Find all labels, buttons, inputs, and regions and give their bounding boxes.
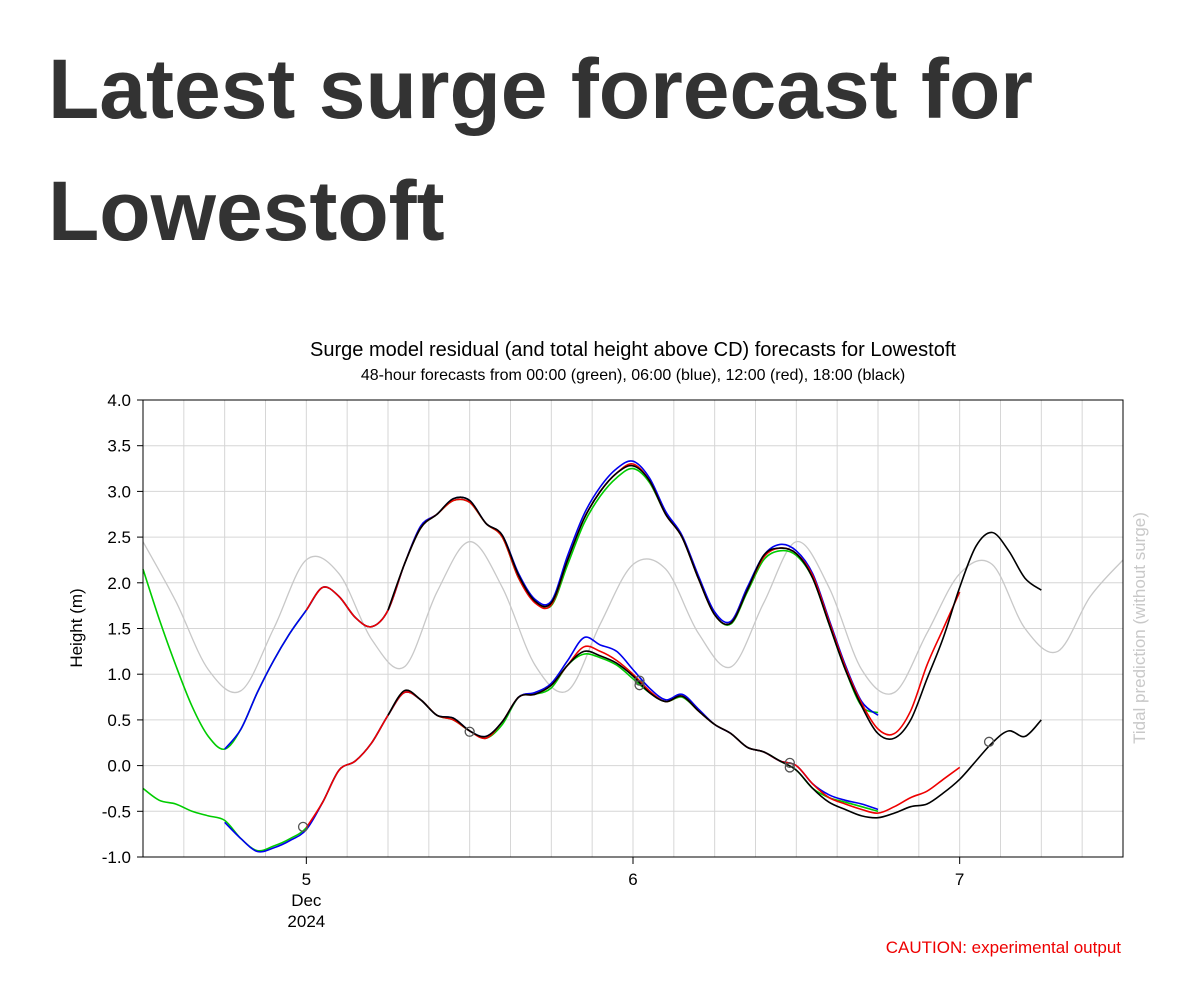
- y-axis-label: Height (m): [67, 588, 86, 667]
- observation-marker: [297, 821, 309, 832]
- secondary-y-axis-label: Tidal prediction (without surge): [1130, 512, 1149, 744]
- chart-subtitle: 48-hour forecasts from 00:00 (green), 06…: [361, 367, 905, 384]
- surge-forecast-chart: Surge model residual (and total height a…: [0, 320, 1200, 995]
- observation-marker: [464, 726, 475, 737]
- x-tick-label: 7: [955, 870, 964, 889]
- y-tick-label: 2.0: [107, 574, 131, 593]
- page-heading: Latest surge forecast for Lowestoft: [48, 42, 1033, 258]
- caution-annotation: CAUTION: experimental output: [886, 938, 1122, 957]
- x-tick-label: Dec: [291, 891, 322, 910]
- observation-marker: [634, 680, 645, 691]
- observation-marker: [784, 757, 795, 769]
- x-tick-label: 5: [302, 870, 311, 889]
- y-tick-label: 1.5: [107, 620, 131, 639]
- tidal-prediction-line: [142, 541, 1124, 695]
- observation-marker: [634, 675, 645, 686]
- y-tick-label: 3.0: [107, 482, 131, 501]
- y-tick-label: -1.0: [102, 848, 131, 867]
- chart-title: Surge model residual (and total height a…: [310, 339, 956, 361]
- y-tick-label: 4.0: [107, 391, 131, 410]
- y-tick-label: 1.0: [107, 665, 131, 684]
- forecast-series: [142, 460, 1042, 853]
- residual-line-black: [387, 650, 1042, 819]
- observation-markers: [297, 675, 995, 832]
- tide-line: [142, 541, 1124, 695]
- axes: -1.0 -0.5 0.0 0.5 1.0 1.5 2.0 2.5 3.0 3.5 4.0 5 Dec 2…: [102, 391, 965, 931]
- x-tick-label: 2024: [287, 912, 325, 931]
- total-height-line-black: [387, 464, 1042, 740]
- y-tick-label: 3.5: [107, 437, 131, 456]
- y-tick-label: 0.0: [107, 757, 131, 776]
- observation-marker: [983, 736, 995, 747]
- y-tick-label: 0.5: [107, 711, 131, 730]
- chart-canvas: Surge model residual (and total height a…: [67, 339, 1149, 957]
- observation-marker: [784, 762, 795, 773]
- y-tick-label: -0.5: [102, 802, 131, 821]
- x-tick-label: 6: [628, 870, 637, 889]
- y-tick-label: 2.5: [107, 528, 131, 547]
